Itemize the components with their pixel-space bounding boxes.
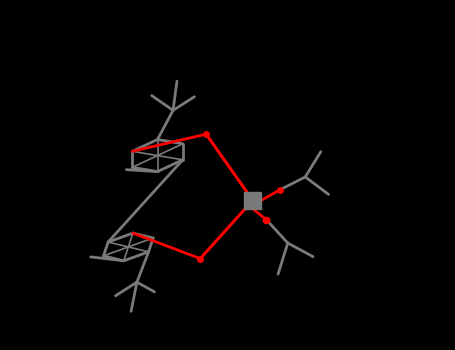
Bar xyxy=(244,192,261,209)
